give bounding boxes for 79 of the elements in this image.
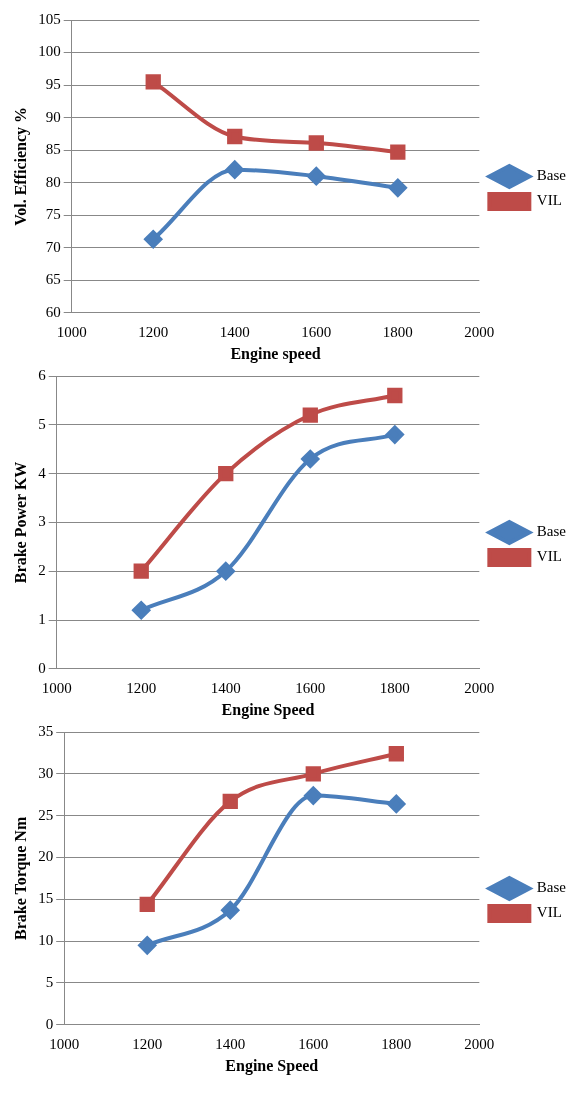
point <box>221 901 240 920</box>
x-tick-label: 1600 <box>298 1035 329 1052</box>
y-axis-title: Brake Torque Nm <box>11 816 30 941</box>
legend-label: VIL <box>536 548 562 565</box>
y-tick-label: 0 <box>45 1015 54 1032</box>
x-tick-label: 1200 <box>138 323 169 340</box>
x-axis-title: Engine speed <box>230 344 321 363</box>
x-tick-label: 1200 <box>126 679 157 696</box>
y-tick-label: 80 <box>45 173 61 190</box>
point <box>387 387 403 404</box>
legend-label: Base <box>536 879 567 896</box>
point <box>388 178 407 197</box>
y-tick-label: 10 <box>38 932 54 949</box>
point <box>132 601 151 620</box>
y-tick-label: 1 <box>38 610 46 627</box>
y-tick-label: 100 <box>38 43 61 60</box>
x-tick-label: 2000 <box>464 1035 495 1052</box>
legend-label: Base <box>536 167 567 184</box>
point <box>388 746 404 762</box>
point <box>385 425 404 444</box>
point <box>387 794 406 813</box>
x-tick-label: 1200 <box>132 1035 163 1052</box>
legend-label: Base <box>536 523 567 540</box>
x-axis-title: Engine Speed <box>221 700 315 719</box>
y-tick-label: 4 <box>38 464 47 481</box>
x-tick-label: 1000 <box>41 679 72 696</box>
y-tick-label: 70 <box>45 238 61 255</box>
y-tick-label: 75 <box>45 206 61 223</box>
x-tick-label: 1600 <box>295 679 326 696</box>
point <box>305 766 321 782</box>
legend-label: VIL <box>536 904 562 921</box>
y-tick-label: 15 <box>38 890 54 907</box>
y-tick-label: 105 <box>38 10 61 27</box>
point <box>144 230 163 249</box>
point <box>216 562 235 581</box>
x-tick-label: 1400 <box>210 679 241 696</box>
point <box>225 160 244 179</box>
x-tick-label: 1800 <box>379 679 410 696</box>
x-tick-label: 1400 <box>215 1035 246 1052</box>
point <box>307 167 326 186</box>
y-tick-label: 3 <box>38 513 46 530</box>
point <box>218 465 234 482</box>
point <box>304 786 323 805</box>
x-axis-title: Engine Speed <box>225 1056 319 1075</box>
x-tick-label: 1000 <box>56 323 87 340</box>
x-tick-label: 1000 <box>49 1035 80 1052</box>
y-tick-label: 35 <box>38 722 54 739</box>
y-tick-label: 25 <box>38 806 54 823</box>
point <box>302 407 318 423</box>
point <box>227 128 243 145</box>
y-tick-label: 85 <box>45 141 61 158</box>
x-tick-label: 1800 <box>381 1035 412 1052</box>
point <box>133 563 149 579</box>
y-tick-label: 95 <box>45 76 61 92</box>
y-tick-label: 0 <box>38 659 46 676</box>
y-tick-label: 90 <box>45 108 61 125</box>
y-tick-label: 60 <box>45 303 61 320</box>
x-tick-label: 1600 <box>301 323 332 340</box>
y-tick-label: 30 <box>38 764 54 781</box>
y-tick-label: 65 <box>45 271 61 288</box>
y-axis-title: Brake Power KW <box>11 461 29 584</box>
point <box>222 793 238 810</box>
y-tick-label: 20 <box>38 848 54 865</box>
point <box>145 74 161 90</box>
x-tick-label: 2000 <box>464 323 495 340</box>
y-tick-label: 5 <box>38 415 46 432</box>
y-tick-label: 6 <box>38 366 47 383</box>
y-axis-title: Vol. Efficiency % <box>11 106 30 226</box>
point <box>301 449 320 468</box>
point <box>390 144 406 160</box>
y-tick-label: 2 <box>38 562 46 579</box>
legend-label: VIL <box>536 192 562 209</box>
x-tick-label: 1800 <box>382 323 413 340</box>
x-tick-label: 1400 <box>219 323 250 340</box>
point <box>308 135 324 151</box>
y-tick-label: 5 <box>45 973 54 990</box>
point <box>138 936 157 955</box>
x-tick-label: 2000 <box>464 679 495 696</box>
point <box>139 896 155 912</box>
